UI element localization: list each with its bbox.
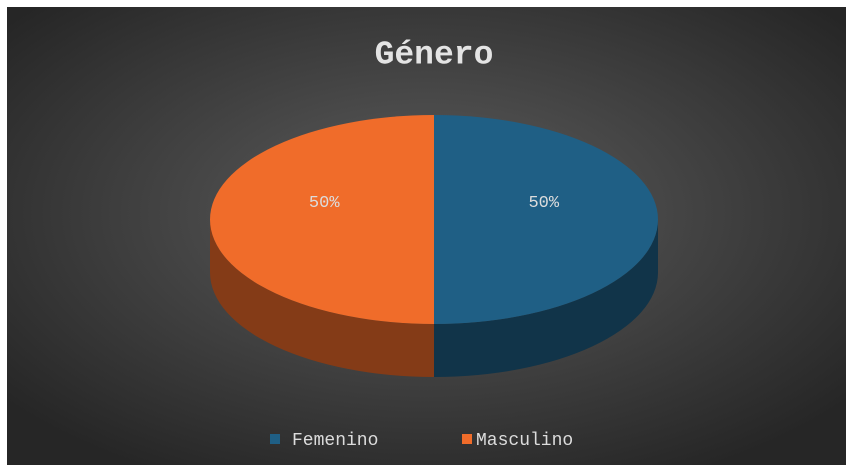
pie-side xyxy=(210,219,434,377)
pie-slice xyxy=(210,115,434,324)
data-label: 50% xyxy=(528,194,559,213)
legend-label: Masculino xyxy=(476,431,573,451)
legend-label: Femenino xyxy=(292,431,378,451)
data-label: 50% xyxy=(309,194,340,213)
legend-swatch xyxy=(462,434,472,444)
pie-slice xyxy=(434,115,658,324)
chart-title: Género xyxy=(375,37,494,74)
legend-swatch xyxy=(270,434,280,444)
pie-side xyxy=(434,219,658,377)
